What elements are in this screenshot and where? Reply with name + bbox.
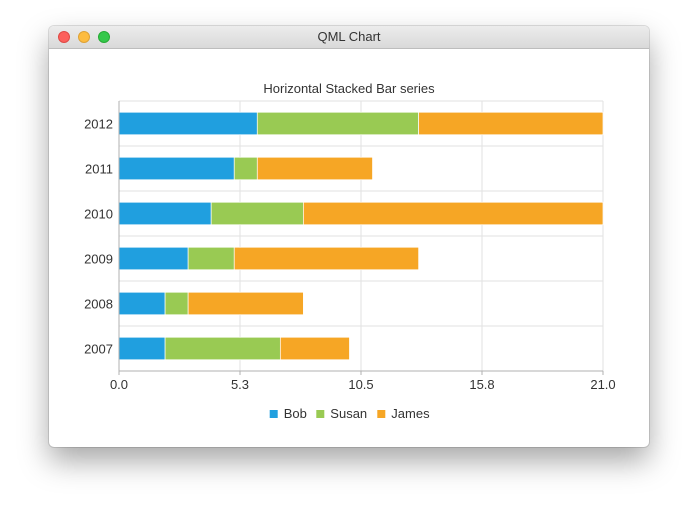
bar-bob-2009 [118, 246, 189, 271]
x-tick-label: 21.0 [590, 377, 615, 392]
y-tick-label: 2009 [84, 252, 113, 267]
bar-james-2008 [187, 291, 304, 316]
bar-susan-2008 [164, 291, 189, 316]
bar-james-2007 [279, 336, 350, 361]
x-tick-label: 0.0 [110, 377, 128, 392]
y-tick-label: 2010 [84, 207, 113, 222]
bar-susan-2009 [187, 246, 235, 271]
legend-swatch-james [377, 410, 386, 418]
y-tick-label: 2011 [85, 162, 113, 177]
legend-label-james: James [391, 406, 430, 421]
x-tick-label: 5.3 [231, 377, 249, 392]
legend-swatch-susan [316, 410, 325, 418]
legend-label-susan: Susan [330, 406, 367, 421]
zoom-button[interactable] [98, 31, 110, 43]
bar-bob-2011 [118, 156, 235, 181]
horizontal-stacked-bar-chart: Horizontal Stacked Bar series 2007200820… [84, 81, 616, 421]
grid [118, 100, 604, 372]
window-title: QML Chart [317, 29, 381, 44]
legend: Bob Susan James [269, 406, 430, 421]
bar-bob-2007 [118, 336, 166, 361]
chart-title: Horizontal Stacked Bar series [263, 81, 435, 96]
bar-bob-2008 [118, 291, 166, 316]
x-tick-label: 10.5 [348, 377, 373, 392]
bar-susan-2010 [210, 201, 304, 226]
legend-swatch-bob [269, 410, 278, 418]
bar-james-2011 [256, 156, 373, 181]
chart-window: QML Chart Horizontal Stacked Bar series … [49, 26, 649, 447]
bar-bob-2010 [118, 201, 212, 226]
bar-susan-2007 [164, 336, 281, 361]
title-bar: QML Chart [49, 26, 649, 49]
y-tick-label: 2007 [84, 342, 113, 357]
y-tick-label: 2012 [84, 117, 113, 132]
legend-label-bob: Bob [284, 406, 307, 421]
bar-james-2012 [418, 111, 604, 136]
bar-susan-2011 [233, 156, 258, 181]
x-tick-label: 15.8 [469, 377, 494, 392]
bar-james-2009 [233, 246, 419, 271]
minimize-button[interactable] [78, 31, 90, 43]
y-tick-label: 2008 [84, 297, 113, 312]
bar-bob-2012 [118, 111, 258, 136]
close-button[interactable] [58, 31, 70, 43]
bar-susan-2012 [256, 111, 419, 136]
bar-james-2010 [303, 201, 604, 226]
axes: 2007 2008 2009 2010 2011 2012 0.0 5.3 10.5 15.8 21… [84, 101, 616, 392]
